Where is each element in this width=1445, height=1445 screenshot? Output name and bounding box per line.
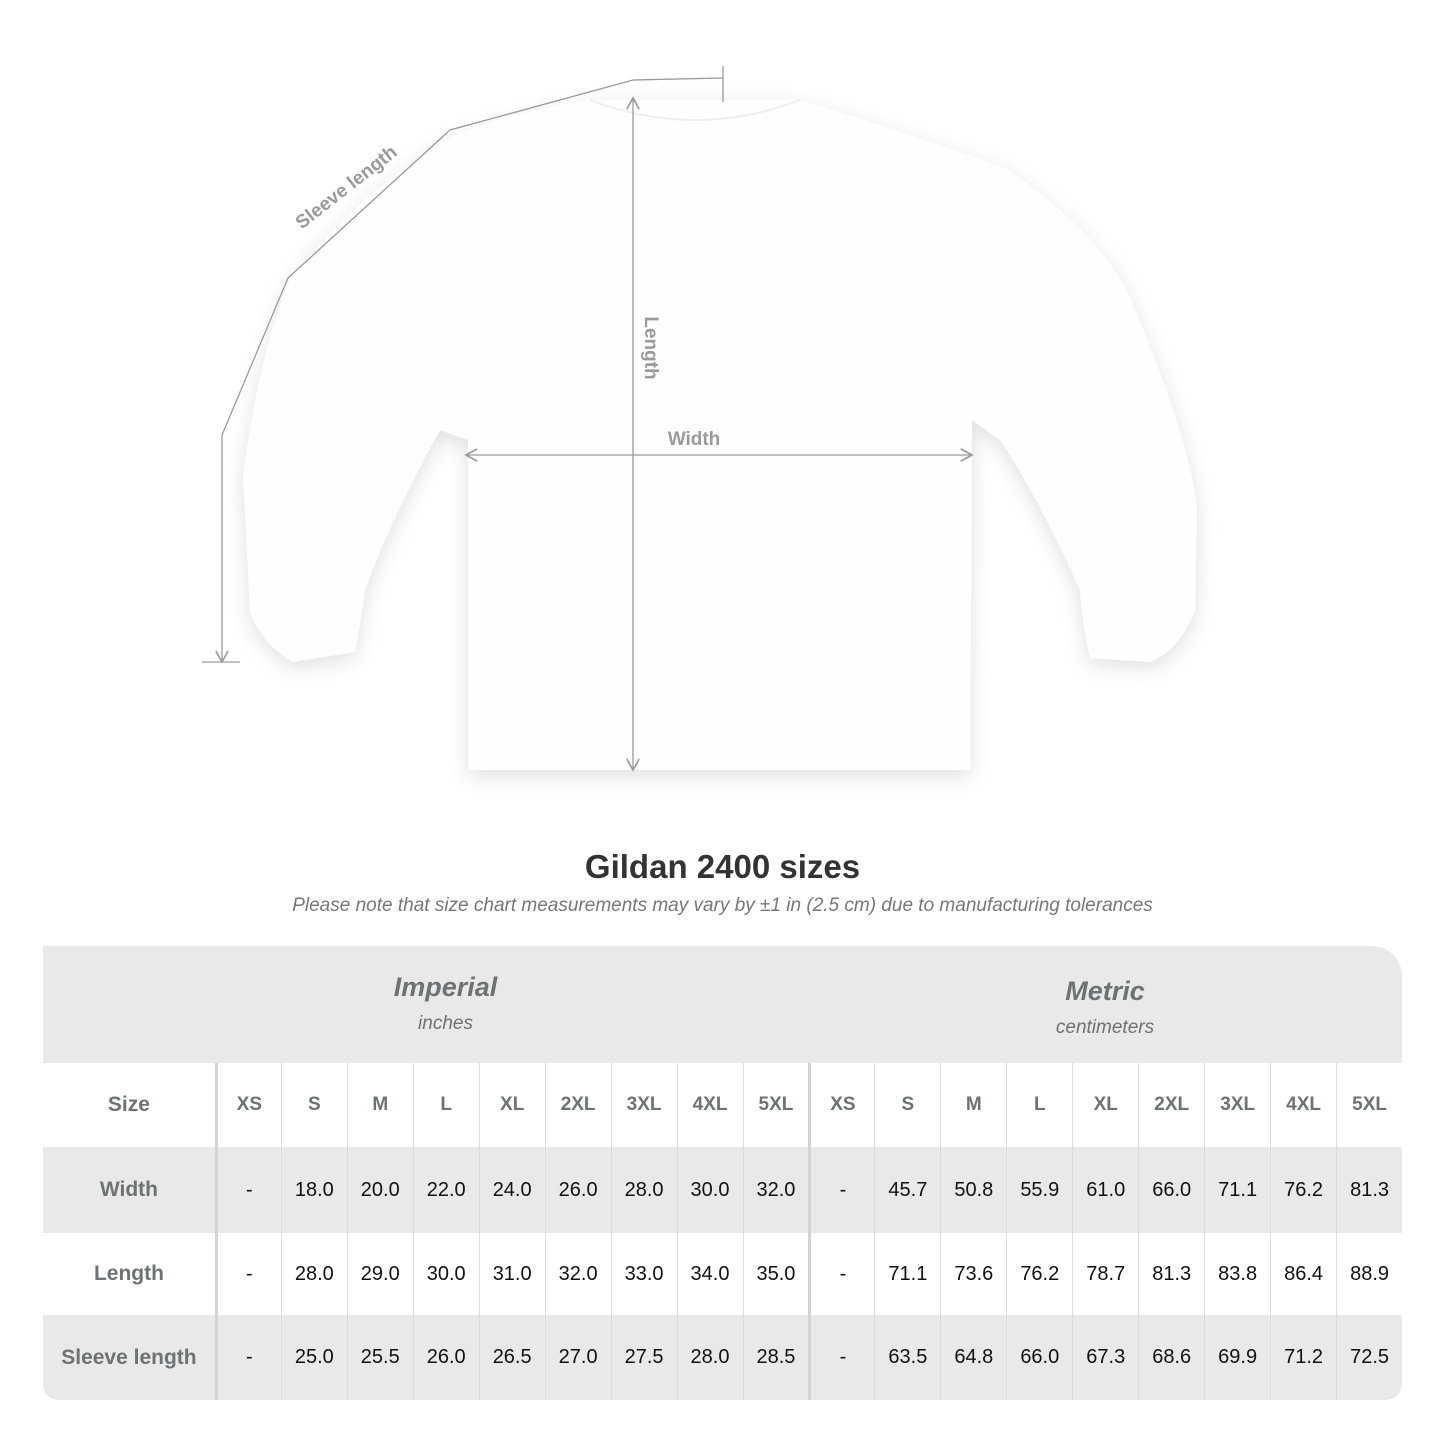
metric-value: 50.8 [940, 1147, 1006, 1233]
imperial-size-m: M [346, 1063, 413, 1147]
metric-value: 71.1 [874, 1233, 940, 1315]
metric-value: 73.6 [940, 1233, 1006, 1315]
imperial-size-5xl: 5XL [742, 1063, 809, 1147]
imperial-value: 30.0 [676, 1147, 743, 1233]
metric-value: 81.3 [1138, 1233, 1204, 1315]
metric-value: 66.0 [1138, 1147, 1204, 1233]
metric-size-xl: XL [1072, 1063, 1138, 1147]
tolerance-note: Please note that size chart measurements… [292, 895, 1153, 916]
metric-value: 88.9 [1336, 1233, 1402, 1315]
imperial-value: 26.0 [544, 1147, 611, 1233]
metric-value: - [808, 1315, 874, 1400]
imperial-value: 25.0 [280, 1315, 347, 1400]
imperial-value: 26.5 [478, 1315, 545, 1400]
imperial-value: 31.0 [478, 1233, 545, 1315]
imperial-value: 27.5 [610, 1315, 677, 1400]
imperial-value: 24.0 [478, 1147, 545, 1233]
metric-size-l: L [1006, 1063, 1072, 1147]
imperial-size-l: L [412, 1063, 479, 1147]
size-label: Size [107, 1093, 150, 1116]
metric-value: 72.5 [1336, 1315, 1402, 1400]
imperial-value: - [214, 1315, 281, 1400]
metric-value: 76.2 [1270, 1147, 1336, 1233]
metric-header: Metric centimeters [808, 976, 1402, 1039]
metric-value: 71.1 [1204, 1147, 1270, 1233]
length-label: Length [640, 316, 661, 379]
metric-value: 55.9 [1006, 1147, 1072, 1233]
metric-value: 45.7 [874, 1147, 940, 1233]
imperial-value: 35.0 [742, 1233, 809, 1315]
metric-size-m: M [940, 1063, 1006, 1147]
unit-header-band [43, 946, 1402, 1063]
size-table: Imperial inches Metric centimeters Size … [43, 946, 1402, 1400]
metric-unit: centimeters [1055, 1017, 1155, 1038]
metric-value: 71.2 [1270, 1315, 1336, 1400]
metric-value: 83.8 [1204, 1233, 1270, 1315]
metric-size-3xl: 3XL [1204, 1063, 1270, 1147]
metric-value: 68.6 [1138, 1315, 1204, 1400]
metric-value: 78.7 [1072, 1233, 1138, 1315]
metric-value: - [808, 1147, 874, 1233]
imperial-size-4xl: 4XL [676, 1063, 743, 1147]
table-row: Sleeve length -25.0 25.5 26.0 26.5 27.0 27.5 28… [43, 1315, 1402, 1400]
metric-size-xs: XS [808, 1063, 874, 1147]
imperial-value: 26.0 [412, 1315, 479, 1400]
imperial-value: 34.0 [676, 1233, 743, 1315]
imperial-value: 20.0 [346, 1147, 413, 1233]
imperial-unit: inches [418, 1013, 473, 1034]
table-row: Length -28.0 29.0 30.0 31.0 32.0 33.0 34.0 35.0-… [43, 1233, 1402, 1315]
imperial-value: 33.0 [610, 1233, 677, 1315]
imperial-value: 27.0 [544, 1315, 611, 1400]
imperial-size-xl: XL [478, 1063, 545, 1147]
metric-value: 66.0 [1006, 1315, 1072, 1400]
imperial-value: 32.0 [544, 1233, 611, 1315]
metric-value: 69.9 [1204, 1315, 1270, 1400]
imperial-value: - [214, 1233, 281, 1315]
metric-size-4xl: 4XL [1270, 1063, 1336, 1147]
shirt-diagram: Sleeve length Length Width [202, 66, 1197, 820]
imperial-value: 25.5 [346, 1315, 413, 1400]
sleeve-measure-line [222, 77, 724, 662]
imperial-value: 18.0 [280, 1147, 347, 1233]
imperial-size-xs: XS [214, 1063, 281, 1147]
shirt-shape [243, 100, 1197, 770]
imperial-value: 28.5 [742, 1315, 809, 1400]
imperial-value: 30.0 [412, 1233, 479, 1315]
row-label: Length [93, 1262, 164, 1285]
imperial-value: 28.0 [676, 1315, 743, 1400]
imperial-title: Imperial [393, 972, 498, 1002]
metric-value: 63.5 [874, 1315, 940, 1400]
imperial-header: Imperial inches [215, 972, 676, 1035]
width-label: Width [668, 429, 721, 450]
metric-value: 61.0 [1072, 1147, 1138, 1233]
page-title: Gildan 2400 sizes [584, 848, 861, 885]
imperial-value: - [214, 1147, 281, 1233]
metric-value: 67.3 [1072, 1315, 1138, 1400]
metric-value: 81.3 [1336, 1147, 1402, 1233]
metric-size-s: S [874, 1063, 940, 1147]
metric-value: 64.8 [940, 1315, 1006, 1400]
row-label: Width [99, 1178, 158, 1201]
metric-value: 86.4 [1270, 1233, 1336, 1315]
imperial-value: 28.0 [610, 1147, 677, 1233]
row-label: Sleeve length [61, 1345, 197, 1369]
imperial-value: 22.0 [412, 1147, 479, 1233]
imperial-size-3xl: 3XL [610, 1063, 677, 1147]
imperial-size-s: S [280, 1063, 347, 1147]
table-row: Width -18.0 20.0 22.0 24.0 26.0 28.0 30.0 32.0-4… [43, 1147, 1402, 1233]
imperial-value: 29.0 [346, 1233, 413, 1315]
imperial-value: 32.0 [742, 1147, 809, 1233]
metric-size-5xl: 5XL [1336, 1063, 1402, 1147]
metric-value: 76.2 [1006, 1233, 1072, 1315]
imperial-size-2xl: 2XL [544, 1063, 611, 1147]
size-header-row: Size XS S M L XL 2XL 3XL 4XL 5XL XS S M L XL 2XL 3XL 4XL… [43, 1063, 1402, 1147]
imperial-value: 28.0 [280, 1233, 347, 1315]
metric-size-2xl: 2XL [1138, 1063, 1204, 1147]
metric-value: - [808, 1233, 874, 1315]
metric-title: Metric [1065, 976, 1145, 1006]
